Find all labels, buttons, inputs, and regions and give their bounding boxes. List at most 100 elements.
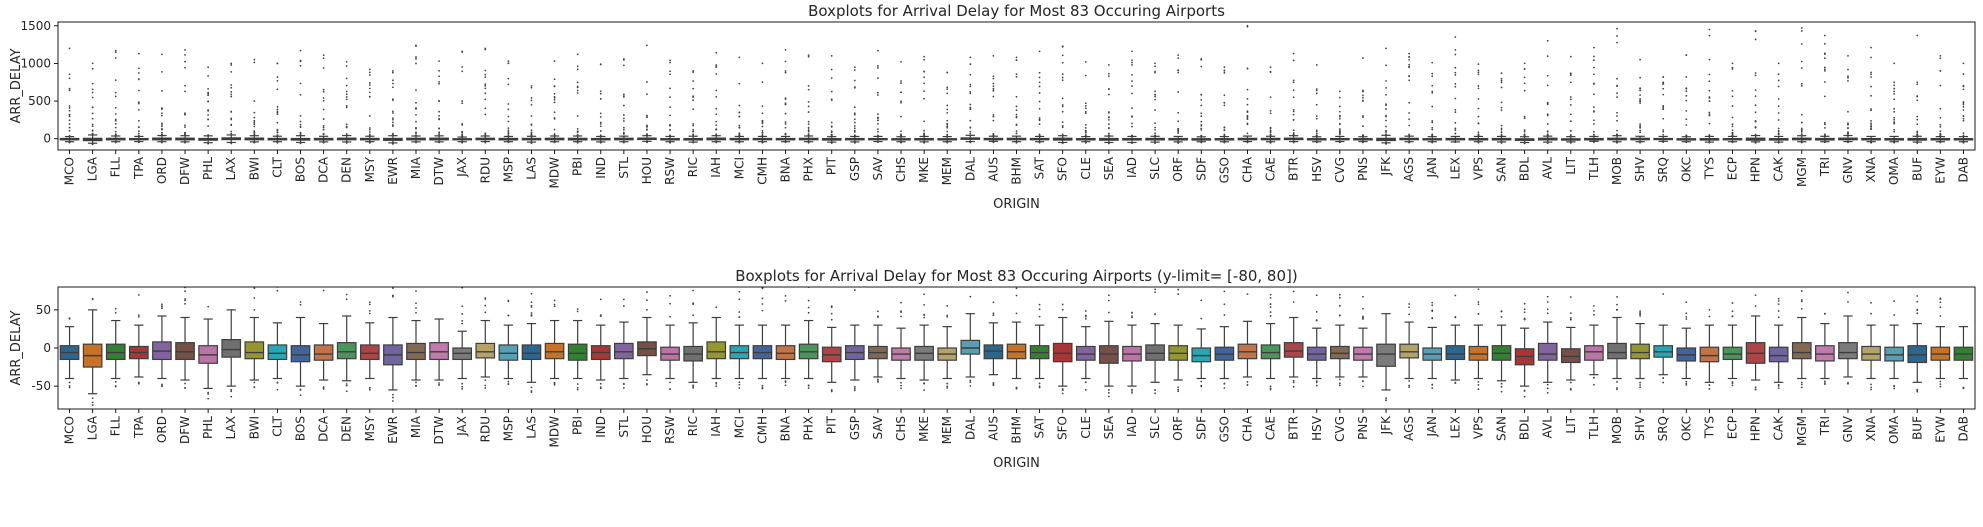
outlier-point [1016, 230, 1018, 232]
outlier-point [1685, 90, 1688, 92]
outlier-point [1338, 96, 1341, 99]
outlier-point [1338, 114, 1341, 117]
outlier-point [1524, 277, 1526, 279]
x-tick-label: JFK [1379, 156, 1393, 176]
outlier-point [391, 287, 394, 290]
outlier-point [738, 132, 741, 135]
x-tick-label: SAT [1033, 156, 1047, 179]
outlier-point [1800, 129, 1803, 132]
x-tick-label: MOB [1610, 416, 1624, 444]
x-tick-label: JAN [1425, 157, 1439, 179]
outlier-point [322, 108, 325, 111]
outlier-point [923, 90, 926, 93]
x-tick-label: BOS [294, 416, 308, 441]
outlier-point [1292, 109, 1295, 111]
outlier-point [1639, 124, 1642, 127]
outlier-point [738, 115, 741, 118]
outlier-point [345, 298, 348, 301]
x-tick-label: RSW [663, 157, 677, 185]
outlier-point [600, 197, 602, 199]
box-iqr [567, 343, 588, 361]
box-DTW [429, 60, 449, 144]
box-JFK [1376, 313, 1396, 402]
outlier-point [854, 242, 856, 244]
outlier-point [230, 395, 233, 398]
outlier-point [91, 129, 94, 132]
outlier-point [299, 301, 302, 303]
box-DAL [960, 56, 981, 144]
outlier-point [1454, 186, 1456, 188]
outlier-point [1939, 306, 1942, 309]
outlier-point [1362, 307, 1364, 310]
outlier-point [161, 131, 163, 134]
outlier-point [692, 314, 695, 317]
outlier-point [530, 85, 533, 87]
y-tick-label: 50 [36, 303, 51, 317]
outlier-point [646, 383, 648, 386]
outlier-point [1616, 35, 1618, 37]
x-tick-label: SEA [1102, 156, 1116, 180]
outlier-point [969, 200, 971, 202]
x-tick-label: SFO [1056, 157, 1070, 181]
outlier-point [1685, 94, 1688, 97]
outlier-point [1731, 95, 1734, 98]
outlier-point [1200, 65, 1203, 68]
x-tick-label: SEA [1102, 415, 1116, 439]
outlier-point [1777, 129, 1780, 132]
outlier-point [230, 259, 232, 261]
outlier-point [1523, 130, 1526, 133]
outlier-point [484, 69, 487, 72]
box-OMA [1884, 62, 1905, 144]
outlier-point [1477, 388, 1480, 391]
outlier-point [853, 127, 856, 130]
outlier-point [784, 48, 787, 51]
outlier-point [230, 118, 233, 121]
outlier-point [1777, 141, 1780, 144]
outlier-point [1732, 253, 1734, 255]
outlier-point [1685, 124, 1688, 126]
outlier-point [438, 82, 440, 85]
box-iqr [1330, 345, 1350, 360]
outlier-point [992, 89, 995, 92]
outlier-point [900, 381, 902, 384]
outlier-point [137, 141, 140, 144]
outlier-point [1154, 234, 1156, 236]
outlier-point [461, 50, 464, 53]
outlier-point [992, 383, 995, 386]
outlier-point [646, 81, 648, 83]
outlier-point [1639, 129, 1642, 132]
outlier-point [1523, 62, 1526, 65]
box-LGA [82, 297, 103, 406]
x-axis-label: ORIGIN [993, 456, 1040, 471]
box-MGM [1791, 27, 1812, 144]
outlier-point [1177, 132, 1180, 134]
outlier-point [253, 297, 256, 299]
outlier-point [831, 221, 833, 223]
outlier-point [1269, 297, 1272, 299]
outlier-point [1732, 200, 1734, 202]
outlier-point [230, 86, 233, 89]
outlier-point [368, 312, 371, 315]
outlier-point [1223, 104, 1226, 107]
outlier-point [368, 71, 371, 74]
box-JFK [1376, 47, 1396, 145]
outlier-point [969, 119, 972, 122]
outlier-point [576, 383, 579, 385]
outlier-point [669, 114, 671, 117]
outlier-point [1477, 301, 1480, 303]
outlier-point [1962, 105, 1965, 108]
box-iqr [1768, 346, 1789, 363]
box-ORD [152, 53, 172, 144]
outlier-point [1177, 120, 1180, 123]
outlier-point [507, 383, 510, 386]
outlier-point [1501, 252, 1503, 254]
outlier-point [1062, 254, 1064, 256]
box-MEM [937, 304, 958, 389]
outlier-point [345, 104, 348, 107]
outlier-point [230, 62, 233, 65]
outlier-point [91, 88, 94, 91]
outlier-point [69, 234, 71, 236]
outlier-point [1639, 97, 1642, 100]
outlier-point [1362, 255, 1364, 257]
outlier-point [1108, 200, 1110, 202]
